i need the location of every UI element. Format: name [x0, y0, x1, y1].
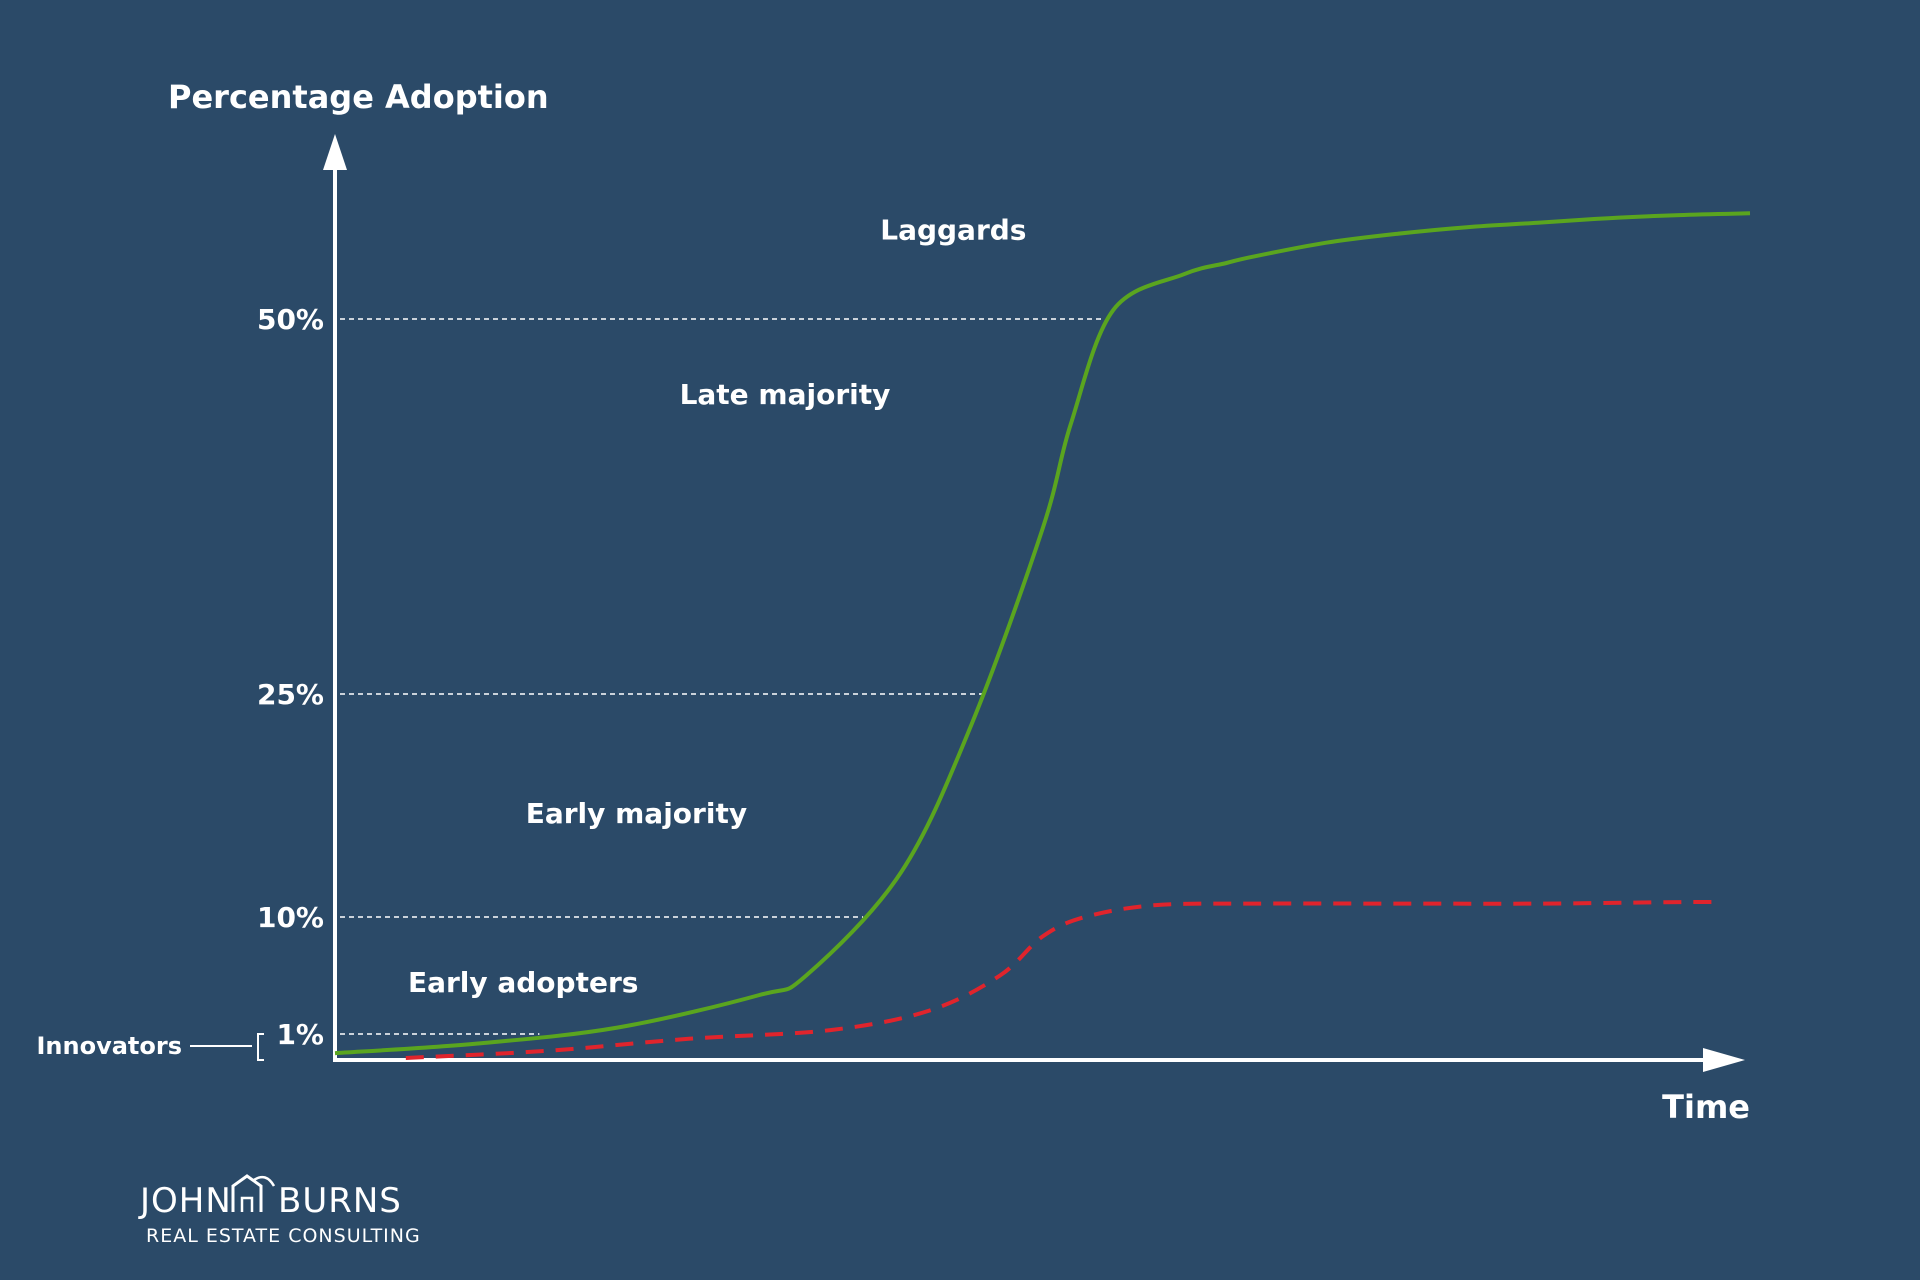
y-tick-labels: 1% 10% 25% 50%	[257, 303, 324, 1051]
john-burns-logo: JOHN BURNS REAL ESTATE CONSULTING	[138, 1174, 421, 1247]
logo-burns-text: BURNS	[278, 1181, 402, 1221]
x-axis-title: Time	[1662, 1088, 1750, 1126]
innovators-bracket	[257, 1033, 264, 1061]
y-tick-label: 25%	[257, 678, 324, 711]
innovators-label: Innovators	[36, 1032, 182, 1060]
segment-label: Early adopters	[408, 966, 639, 999]
comparison-series-line	[405, 900, 1722, 1060]
x-axis-arrow-icon	[1703, 1048, 1745, 1072]
gridlines	[340, 318, 1104, 1035]
y-tick-label: 10%	[257, 901, 324, 934]
logo-house-icon	[231, 1174, 276, 1212]
y-axis-title: Percentage Adoption	[168, 78, 549, 116]
segment-label: Early majority	[526, 797, 747, 830]
y-tick-label: 50%	[257, 303, 324, 336]
y-tick-label: 1%	[276, 1018, 324, 1051]
segment-label: Laggards	[880, 213, 1026, 246]
adoption-series-line	[334, 211, 1751, 1056]
segment-label: Late majority	[680, 378, 891, 411]
logo-john-text: JOHN	[138, 1181, 232, 1221]
logo-subtitle: REAL ESTATE CONSULTING	[146, 1225, 421, 1247]
y-axis-arrow-icon	[323, 134, 347, 170]
segment-annotations: Laggards Late majority Early majority Early…	[408, 213, 1027, 999]
